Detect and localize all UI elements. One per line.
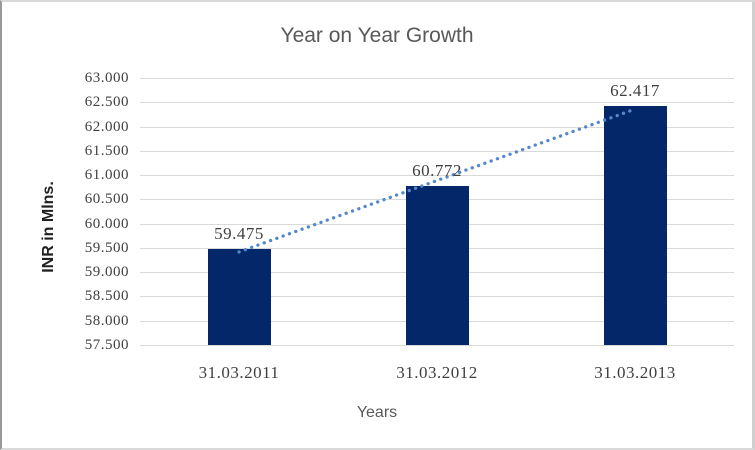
bar-31.03.2012 bbox=[405, 186, 469, 345]
y-tick-label: 62.500 bbox=[84, 94, 129, 111]
gridline bbox=[140, 175, 734, 177]
data-label: 62.417 bbox=[610, 81, 660, 101]
y-tick-label: 63.000 bbox=[84, 70, 129, 86]
bar-31.03.2013 bbox=[603, 106, 667, 345]
gridline bbox=[140, 345, 734, 346]
bar-31.03.2011 bbox=[207, 249, 271, 345]
gridline bbox=[140, 78, 734, 79]
y-tick-label: 60.000 bbox=[84, 215, 129, 232]
y-tick-label: 61.000 bbox=[84, 167, 129, 184]
data-label: 59.475 bbox=[214, 224, 264, 244]
y-tick-label: 58.000 bbox=[84, 312, 129, 329]
y-tick-label: 62.000 bbox=[84, 118, 129, 135]
x-tick-label: 31.03.2012 bbox=[396, 363, 478, 382]
x-tick-label: 31.03.2013 bbox=[594, 363, 676, 382]
data-label: 60.772 bbox=[412, 161, 462, 181]
y-tick-label: 60.500 bbox=[84, 191, 129, 208]
chart-title: Year on Year Growth bbox=[280, 24, 474, 47]
x-axis-title: Years bbox=[356, 404, 398, 421]
gridline bbox=[140, 126, 734, 128]
gridline bbox=[140, 102, 734, 104]
y-tick-label: 59.500 bbox=[84, 239, 129, 256]
x-tick-label: 31.03.2011 bbox=[198, 363, 280, 382]
gridline bbox=[140, 150, 734, 152]
y-tick-label: 59.000 bbox=[84, 264, 129, 281]
y-tick-label: 58.500 bbox=[84, 288, 129, 305]
y-tick-label: 57.500 bbox=[84, 337, 129, 353]
y-tick-label: 61.500 bbox=[84, 142, 129, 159]
